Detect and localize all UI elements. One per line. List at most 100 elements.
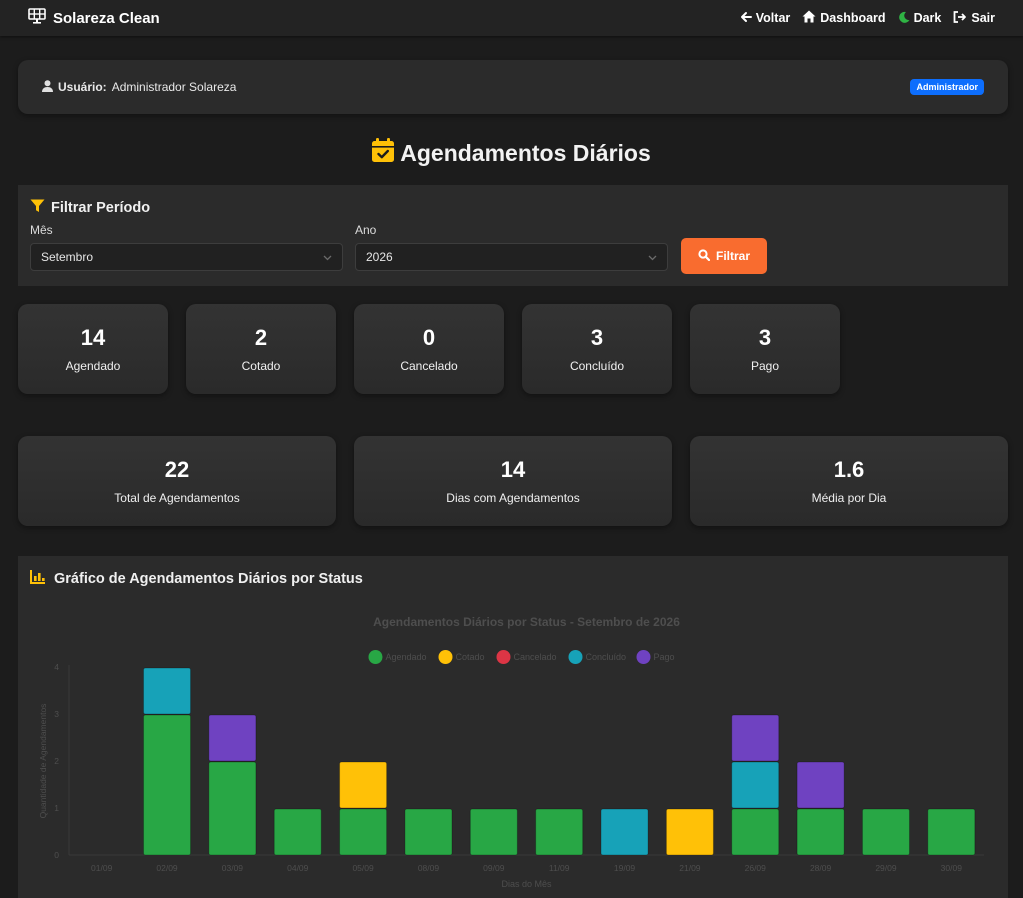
y-axis-label: Quantidade de Agendamentos [38, 704, 48, 819]
dashboard-link[interactable]: Dashboard [802, 10, 886, 26]
summary-label: Dias com Agendamentos [446, 491, 580, 505]
stat-value: 0 [422, 325, 436, 350]
stat-label: Agendado [65, 359, 121, 373]
user-label: Usuário: [58, 80, 107, 94]
nav-links: Voltar Dashboard Dark Sair [740, 10, 995, 26]
month-select-value: Setembro [41, 250, 94, 264]
bar-segment [796, 761, 845, 809]
summary-label: Total de Agendamentos [114, 491, 240, 505]
chart-heading-text: Gráfico de Agendamentos Diários por Stat… [54, 571, 363, 587]
bar-segment [143, 714, 192, 856]
x-tick-label: 08/09 [418, 863, 440, 873]
bar-segment [143, 667, 192, 715]
year-label: Ano [355, 223, 377, 237]
stat-value: 3 [758, 325, 772, 350]
chart-bar-icon [30, 570, 46, 588]
summary-value: 22 [164, 457, 190, 482]
brand[interactable]: Solareza Clean [28, 8, 160, 28]
stat-card-cotado: 2 Cotado [186, 304, 336, 394]
stat-label: Pago [750, 359, 780, 373]
dashboard-link-label: Dashboard [820, 11, 886, 25]
theme-toggle-label: Dark [913, 11, 942, 25]
bar-segment [731, 761, 780, 809]
legend-swatch [636, 650, 651, 664]
x-tick-label: 21/09 [679, 863, 701, 873]
bar-segment [339, 808, 388, 856]
x-tick-label: 30/09 [941, 863, 963, 873]
stat-card-concluido: 3 Concluído [522, 304, 672, 394]
bar-segment [339, 761, 388, 809]
chart-card: Agendamentos Diários por Status - Setemb… [18, 556, 1008, 898]
calendar-check-icon [372, 138, 395, 168]
chart-title: Agendamentos Diários por Status - Setemb… [373, 615, 680, 629]
filter-heading: Filtrar Período [30, 199, 996, 217]
navbar: Solareza Clean Voltar Dashboard Dark Sai… [0, 0, 1023, 36]
stat-label: Concluído [569, 359, 625, 373]
x-tick-label: 19/09 [614, 863, 636, 873]
stat-card-pago: 3 Pago [690, 304, 840, 394]
arrow-left-icon [740, 11, 752, 26]
x-tick-label: 26/09 [745, 863, 767, 873]
user-card: Usuário: Administrador Solareza Administ… [18, 60, 1008, 114]
solar-panel-icon [28, 8, 46, 28]
legend-swatch [568, 650, 583, 664]
bar-segment [665, 808, 714, 856]
year-filter: Ano 2026 [355, 223, 668, 271]
stat-label: Cotado [241, 359, 281, 373]
theme-toggle[interactable]: Dark [898, 11, 942, 26]
user-icon [42, 79, 53, 95]
moon-icon [898, 11, 910, 26]
month-filter: Mês Setembro [30, 223, 343, 271]
x-tick-label: 05/09 [352, 863, 374, 873]
y-tick-label: 1 [54, 803, 59, 813]
funnel-icon [30, 199, 45, 217]
bar-segment [600, 808, 649, 856]
bar-segment [861, 808, 910, 856]
stat-card-agendado: 14 Agendado [18, 304, 168, 394]
summary-card-total: 22 Total de Agendamentos [18, 436, 336, 526]
brand-name: Solareza Clean [53, 9, 160, 27]
bar-segment [796, 808, 845, 856]
page-title: Agendamentos Diários [0, 138, 1023, 168]
year-select[interactable]: 2026 [355, 243, 668, 271]
bar-segment [927, 808, 976, 856]
legend-swatch [496, 650, 511, 664]
legend-label: Pago [654, 652, 675, 662]
chart-heading: Gráfico de Agendamentos Diários por Stat… [30, 570, 363, 588]
stat-value: 3 [590, 325, 604, 350]
back-link-label: Voltar [755, 11, 791, 25]
chevron-down-icon [323, 250, 332, 264]
bar-segment [731, 714, 780, 762]
chevron-down-icon [648, 250, 657, 264]
role-badge: Administrador [910, 79, 984, 95]
back-link[interactable]: Voltar [740, 11, 791, 26]
bar-segment [535, 808, 584, 856]
x-tick-label: 28/09 [810, 863, 832, 873]
logout-link-label: Sair [971, 11, 995, 25]
user-name: Administrador Solareza [111, 80, 237, 94]
bar-segment [469, 808, 518, 856]
y-tick-label: 2 [54, 756, 59, 766]
y-tick-label: 3 [54, 709, 59, 719]
x-tick-label: 29/09 [875, 863, 897, 873]
y-tick-label: 0 [54, 850, 59, 860]
bar-segment [731, 808, 780, 856]
legend-label: Cancelado [514, 652, 557, 662]
x-tick-label: 02/09 [156, 863, 178, 873]
filter-button[interactable]: Filtrar [681, 238, 767, 274]
filter-heading-text: Filtrar Período [51, 200, 151, 216]
x-tick-label: 04/09 [287, 863, 309, 873]
sign-out-icon [953, 10, 967, 26]
stat-value: 14 [80, 325, 106, 350]
stat-card-cancelado: 0 Cancelado [354, 304, 504, 394]
home-icon [802, 10, 816, 26]
stat-label: Cancelado [400, 359, 458, 373]
logout-link[interactable]: Sair [953, 10, 995, 26]
summary-card-days: 14 Dias com Agendamentos [354, 436, 672, 526]
legend-label: Concluído [586, 652, 627, 662]
month-select[interactable]: Setembro [30, 243, 343, 271]
x-tick-label: 01/09 [91, 863, 113, 873]
y-tick-label: 4 [54, 662, 59, 672]
month-label: Mês [30, 223, 53, 237]
x-tick-label: 03/09 [222, 863, 244, 873]
